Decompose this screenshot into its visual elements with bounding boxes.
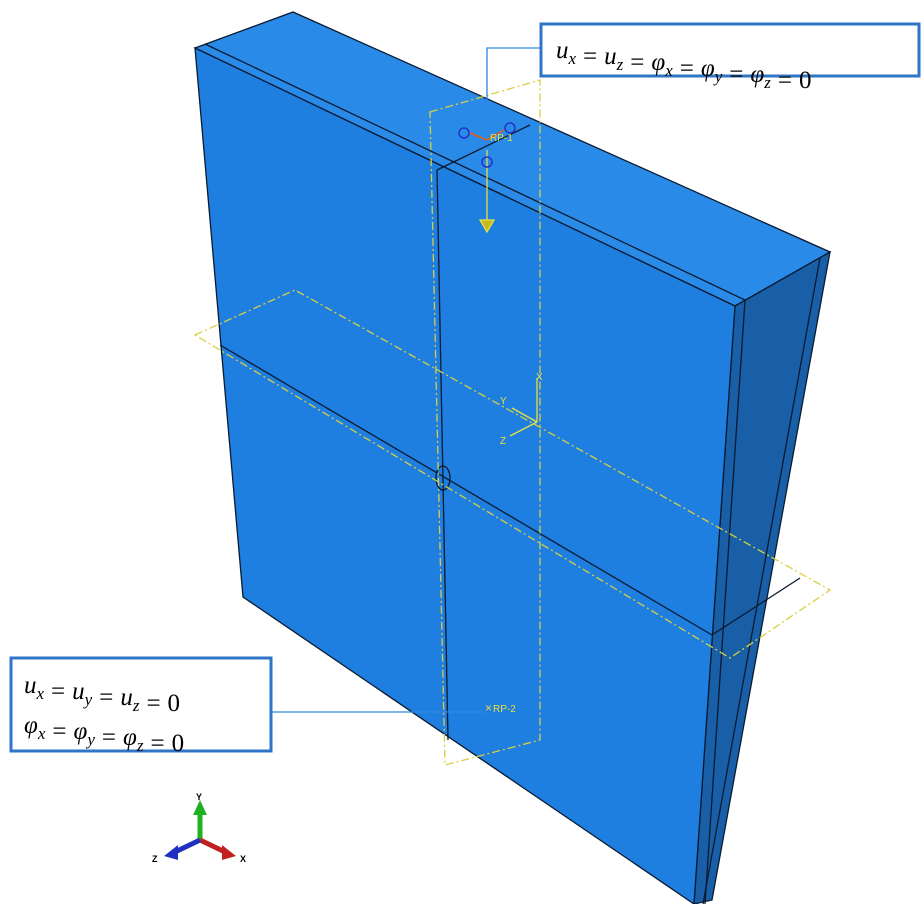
equation-subscript: y xyxy=(713,67,723,86)
rp-marker: × xyxy=(485,701,492,715)
equation-subscript: y xyxy=(83,690,93,709)
equation-subscript: z xyxy=(763,73,771,92)
equation-symbol: = xyxy=(630,49,644,76)
equation-symbol: = xyxy=(583,43,597,70)
equation-symbol: φ xyxy=(750,61,764,88)
equation-symbol: u xyxy=(72,678,85,705)
equation-symbol: = xyxy=(729,61,743,88)
rp-label: RP-1 xyxy=(490,133,513,144)
csys-label: X xyxy=(536,372,543,383)
equation-symbol: = xyxy=(778,67,792,94)
equation-symbol: = xyxy=(52,718,66,745)
viewport: RP-1 RP-2 × X Y Z ux=uz=φx=φy=φz=0 ux=uy… xyxy=(0,0,922,904)
equation-symbol: 0 xyxy=(799,67,812,94)
rp-label: RP-2 xyxy=(493,704,516,715)
triad-label: Y xyxy=(196,792,202,802)
equation-symbol: φ xyxy=(24,712,38,739)
equation-symbol: 0 xyxy=(172,730,185,757)
equation-subscript: x xyxy=(664,61,673,80)
equation-symbol: φ xyxy=(123,724,137,751)
equation-symbol: 0 xyxy=(168,690,181,717)
triad-label: X xyxy=(240,854,246,864)
equation-subscript: z xyxy=(132,696,140,715)
triad-label: Z xyxy=(152,854,158,864)
plate-model xyxy=(195,12,830,904)
equation-symbol: u xyxy=(24,672,37,699)
equation-subscript: x xyxy=(36,684,45,703)
equation-symbol: u xyxy=(556,37,569,64)
equation-subscript: z xyxy=(616,55,624,74)
equation-symbol: u xyxy=(120,684,133,711)
equation-subscript: z xyxy=(136,736,144,755)
global-triad xyxy=(164,800,236,860)
equation-symbol: φ xyxy=(701,55,715,82)
equation-symbol: = xyxy=(99,684,113,711)
equation-subscript: y xyxy=(85,730,95,749)
equation-symbol: u xyxy=(604,43,617,70)
equation-symbol: φ xyxy=(651,49,665,76)
equation-symbol: = xyxy=(146,690,160,717)
equation-subscript: x xyxy=(568,49,577,68)
csys-label: Y xyxy=(500,396,507,407)
equation-symbol: φ xyxy=(74,718,88,745)
equation-symbol: = xyxy=(102,724,116,751)
equation-subscript: x xyxy=(37,724,46,743)
csys-label: Z xyxy=(500,436,506,447)
equation-symbol: = xyxy=(150,730,164,757)
equation-symbol: = xyxy=(680,55,694,82)
equation-symbol: = xyxy=(51,678,65,705)
